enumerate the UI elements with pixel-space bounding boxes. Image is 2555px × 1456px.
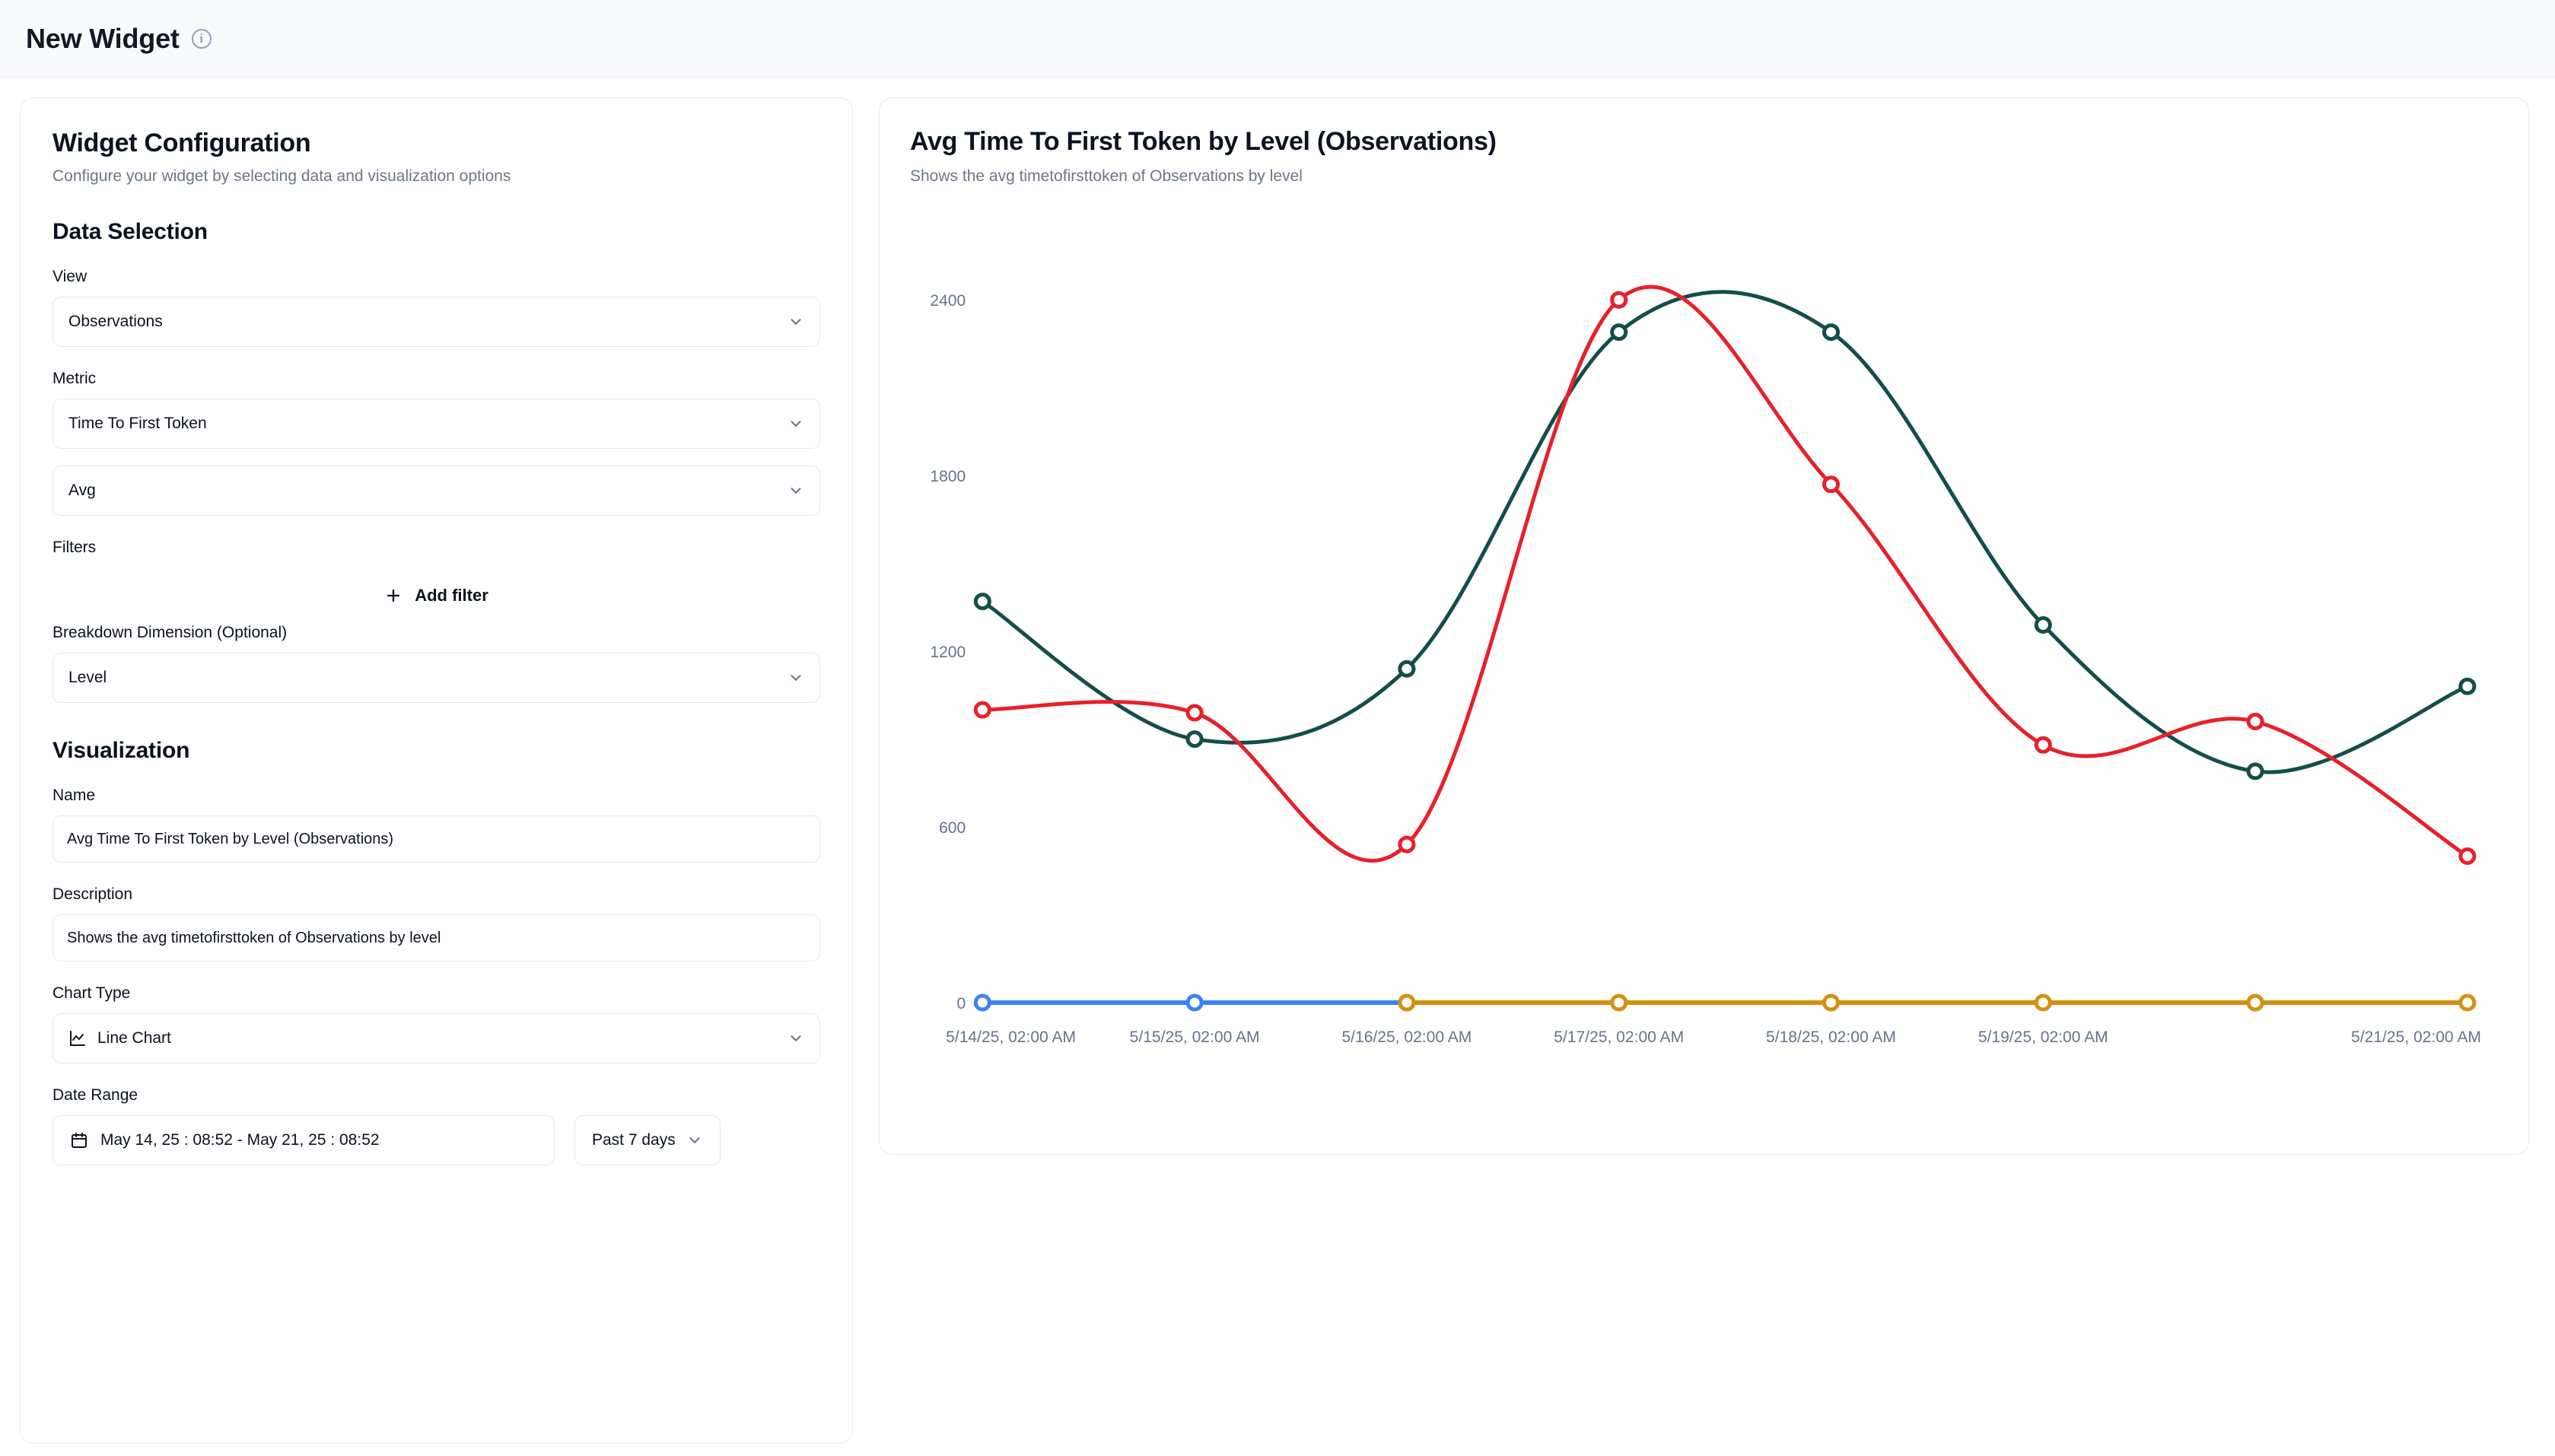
chart-data-point[interactable] [1822,993,1841,1012]
page-body: Widget Configuration Configure your widg… [0,78,2555,1456]
chart-data-point[interactable] [2034,615,2052,634]
breakdown-dimension-select[interactable]: Level [52,653,820,703]
line-chart-icon [68,1029,87,1047]
chart-data-point[interactable] [2246,712,2264,730]
chart-data-point[interactable] [2246,762,2264,780]
chart-data-point[interactable] [1610,993,1628,1012]
calendar-icon [70,1131,88,1149]
chart-data-point[interactable] [973,993,991,1012]
filters-label: Filters [52,539,97,556]
description-input[interactable]: Shows the avg timetofirsttoken of Observ… [52,914,820,962]
x-axis-tick-label: 5/17/25, 02:00 AM [1554,1028,1684,1046]
line-chart[interactable]: 0 600 1200 1800 2400 5/14/25, 02:00 AM 5/15/25… [910,196,2498,1094]
visualization-heading: Visualization [52,738,190,763]
y-axis-tick-label: 0 [957,995,966,1013]
add-filter-button[interactable]: Add filter [371,578,502,613]
data-selection-heading: Data Selection [52,219,208,244]
chevron-down-icon [788,482,804,499]
page-title: New Widget [26,22,180,54]
chevron-down-icon [788,1030,804,1047]
top-bar: New Widget i [0,0,2555,78]
x-axis-tick-label: 5/21/25, 02:00 AM [2351,1028,2481,1046]
chart-data-point[interactable] [1822,475,1841,494]
config-card-subtitle: Configure your widget by selecting data … [52,167,511,185]
chart-data-point[interactable] [973,593,991,611]
metric-select-value: Time To First Token [68,415,207,432]
x-axis-tick-label: 5/14/25, 02:00 AM [946,1028,1076,1046]
chart-data-point[interactable] [1398,993,1416,1012]
name-input-value: Avg Time To First Token by Level (Observ… [67,830,394,847]
view-select[interactable]: Observations [52,297,820,347]
chart-title: Avg Time To First Token by Level (Observ… [910,127,1497,156]
chart-type-value: Line Chart [97,1029,171,1047]
date-range-value: May 14, 25 : 08:52 - May 21, 25 : 08:52 [100,1131,380,1149]
chart-data-point[interactable] [1398,835,1416,854]
chart-data-point[interactable] [1398,660,1416,678]
y-axis-tick-label: 1200 [930,644,966,661]
chevron-down-icon [788,313,804,330]
info-icon[interactable]: i [191,28,212,49]
add-filter-label: Add filter [415,586,488,605]
description-label: Description [52,885,133,903]
widget-configuration-panel: Widget Configuration Configure your widg… [20,97,853,1444]
date-range-picker[interactable]: May 14, 25 : 08:52 - May 21, 25 : 08:52 [52,1115,555,1165]
x-axis-tick-label: 5/16/25, 02:00 AM [1341,1028,1472,1046]
chart-data-point[interactable] [2034,736,2052,754]
chart-data-point[interactable] [2458,993,2477,1012]
view-select-value: Observations [68,313,163,330]
view-label: View [52,268,88,285]
chart-data-point[interactable] [1610,291,1628,309]
chart-data-point[interactable] [1822,323,1841,342]
name-input[interactable]: Avg Time To First Token by Level (Observ… [52,815,820,863]
chart-data-point[interactable] [2458,847,2477,866]
chevron-down-icon [686,1132,703,1149]
aggregation-select[interactable]: Avg [52,466,820,516]
chart-data-point[interactable] [1185,993,1204,1012]
description-input-value: Shows the avg timetofirsttoken of Observ… [67,929,441,946]
chart-type-label: Chart Type [52,984,131,1002]
plus-icon [384,587,402,605]
chart-data-point[interactable] [2458,677,2477,695]
date-range-label: Date Range [52,1086,138,1104]
chevron-down-icon [788,669,804,686]
chart-preview-panel: Avg Time To First Token by Level (Observ… [879,97,2529,1155]
metric-select[interactable]: Time To First Token [52,399,820,449]
add-filter-row: Add filter [52,567,820,624]
name-label: Name [52,787,96,804]
config-card-title: Widget Configuration [52,129,311,157]
metric-label: Metric [52,370,97,387]
x-axis-tick-label: 5/18/25, 02:00 AM [1766,1028,1896,1046]
chart-series-line[interactable] [980,290,2470,774]
y-axis-tick-label: 2400 [930,292,966,310]
chart-data-point[interactable] [1610,323,1628,342]
date-range-row: May 14, 25 : 08:52 - May 21, 25 : 08:52 … [52,1115,820,1165]
breakdown-dimension-value: Level [68,669,107,686]
chart-subtitle: Shows the avg timetofirsttoken of Observ… [910,167,1303,185]
date-preset-select[interactable]: Past 7 days [574,1115,721,1165]
chart-data-point[interactable] [2246,993,2264,1012]
y-axis-tick-label: 600 [939,819,966,837]
chart-svg: 0 600 1200 1800 2400 5/14/25, 02:00 AM 5/15/25… [930,285,2481,1046]
chart-data-point[interactable] [973,701,991,719]
x-axis-tick-label: 5/19/25, 02:00 AM [1978,1028,2108,1046]
y-axis-tick-label: 1800 [930,468,966,485]
aggregation-select-value: Avg [68,482,96,499]
chart-data-point[interactable] [2034,993,2052,1012]
chart-type-select[interactable]: Line Chart [52,1013,820,1063]
breakdown-dimension-label: Breakdown Dimension (Optional) [52,624,288,641]
date-preset-value: Past 7 days [592,1131,676,1149]
x-axis-tick-label: 5/15/25, 02:00 AM [1130,1028,1260,1046]
chart-series-line[interactable] [980,285,2470,863]
chart-data-point[interactable] [1185,730,1204,749]
chevron-down-icon [788,415,804,432]
chart-data-point[interactable] [1185,704,1204,722]
